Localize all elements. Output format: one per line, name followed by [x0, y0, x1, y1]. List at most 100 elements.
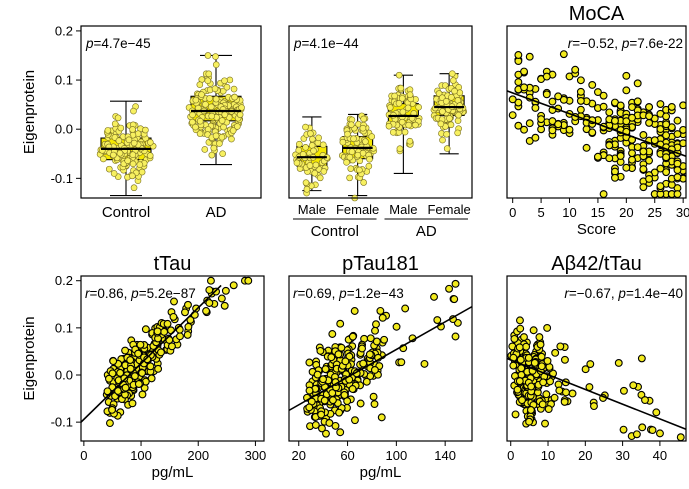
data-point	[433, 316, 442, 324]
points	[289, 279, 472, 438]
data-point	[212, 132, 220, 140]
data-point	[319, 375, 327, 384]
data-point	[346, 153, 354, 161]
data-point	[359, 359, 368, 368]
data-point	[186, 316, 195, 324]
data-point	[348, 148, 356, 156]
data-point	[317, 410, 326, 419]
data-point	[210, 144, 218, 152]
data-point	[212, 53, 219, 60]
data-point	[662, 131, 671, 140]
data-point	[673, 166, 682, 175]
data-point	[130, 372, 139, 381]
data-point	[377, 413, 386, 422]
data-point	[370, 366, 379, 374]
data-point	[516, 324, 525, 333]
data-point	[514, 51, 523, 59]
data-point	[667, 102, 676, 111]
data-point	[365, 162, 373, 170]
data-point	[442, 98, 450, 105]
data-point	[319, 141, 327, 149]
x-tick-label: 20	[578, 448, 592, 463]
x-tick-label: 0	[509, 205, 516, 220]
data-point	[543, 324, 552, 332]
data-point	[401, 128, 409, 136]
x-axis-label: pg/mL	[360, 464, 402, 481]
data-point	[559, 50, 568, 59]
data-point	[125, 136, 133, 144]
data-point	[513, 385, 522, 394]
data-point	[380, 335, 389, 344]
data-point	[527, 382, 536, 391]
data-point	[605, 154, 614, 163]
y-tick-label: -0.1	[51, 171, 73, 186]
stat-annotation: p=4.1e−44	[293, 36, 359, 51]
data-point	[360, 179, 367, 186]
data-point	[369, 392, 378, 401]
data-point	[130, 139, 138, 147]
fit-line	[289, 305, 472, 412]
data-point	[218, 133, 226, 141]
data-point	[303, 185, 311, 193]
data-point	[309, 135, 316, 143]
data-point	[448, 70, 456, 77]
data-point	[645, 118, 654, 127]
data-point	[220, 123, 227, 131]
x-tick-label: 20	[292, 448, 306, 463]
data-point	[439, 136, 446, 144]
data-point	[525, 417, 534, 426]
data-point	[320, 396, 329, 405]
x-tick-label: 30	[676, 205, 689, 220]
data-point	[633, 97, 642, 106]
data-point	[111, 120, 119, 128]
data-point	[628, 149, 636, 158]
data-point	[520, 125, 528, 134]
panel-p4: 0 100 200 300 0.2 0.1 0.0 -0.1 tTau pg/mL Eigenpro…	[21, 253, 266, 481]
data-point	[317, 424, 326, 433]
data-point	[204, 52, 212, 59]
data-point	[451, 87, 458, 95]
data-point	[360, 115, 367, 123]
data-point	[401, 304, 410, 313]
points	[81, 276, 253, 428]
data-point	[362, 377, 371, 386]
data-point	[138, 369, 146, 377]
x-tick-label: 10	[562, 205, 576, 220]
x-tick-label: Female	[336, 202, 379, 217]
data-point	[117, 124, 125, 132]
x-tick-label: 20	[619, 205, 633, 220]
data-point	[138, 168, 146, 176]
y-tick-label: 0.0	[55, 368, 73, 383]
data-point	[395, 100, 403, 107]
data-point	[391, 92, 398, 100]
data-point	[639, 147, 648, 156]
data-point	[335, 408, 344, 417]
data-point	[599, 102, 608, 111]
data-point	[163, 319, 172, 328]
data-point	[676, 433, 685, 441]
data-point	[238, 104, 245, 111]
data-point	[542, 390, 551, 399]
data-point	[169, 312, 178, 321]
data-point	[311, 421, 320, 429]
x-tick-label: 15	[591, 205, 605, 220]
panel-p1: Control AD 0.2 0.1 0.0 -0.1 p=4.7e−45 Eigenprot…	[21, 23, 262, 221]
data-point	[605, 108, 614, 117]
data-point	[229, 127, 237, 134]
data-point	[143, 355, 152, 364]
data-point	[535, 333, 544, 342]
data-point	[632, 430, 641, 439]
stat-annotation: p=4.7e−45	[85, 36, 151, 51]
data-point	[110, 170, 118, 177]
data-point	[450, 295, 459, 304]
data-point	[205, 286, 214, 294]
x-tick-label: 140	[434, 448, 456, 463]
data-point	[302, 123, 309, 131]
x-tick-label: 5	[537, 205, 544, 220]
data-point	[202, 101, 209, 108]
data-point	[515, 377, 524, 386]
x-group-label: AD	[416, 223, 437, 240]
data-point	[371, 326, 379, 335]
data-point	[633, 143, 642, 152]
data-point	[518, 396, 526, 405]
